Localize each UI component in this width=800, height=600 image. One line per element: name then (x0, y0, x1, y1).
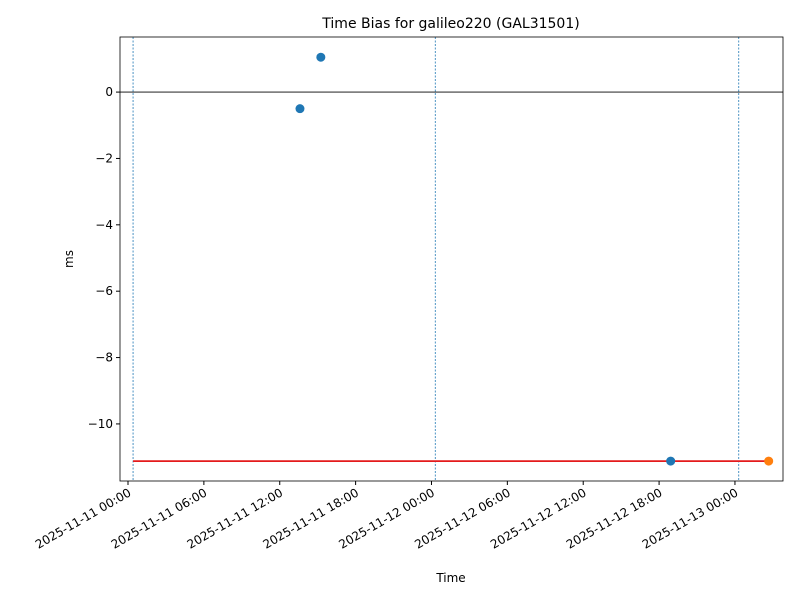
plot-frame (119, 36, 784, 482)
y-tick-label: −2 (95, 151, 113, 165)
data-point (316, 52, 326, 62)
y-axis-label: ms (62, 250, 76, 268)
y-tick-label: 0 (105, 85, 113, 99)
data-point (764, 456, 774, 466)
chart-title: Time Bias for galileo220 (GAL31501) (321, 16, 579, 32)
y-tick-label: −8 (95, 351, 113, 365)
y-tick-label: −6 (95, 284, 113, 298)
data-point (295, 104, 305, 114)
x-axis-label: Time (435, 571, 465, 585)
y-tick-label: −4 (95, 218, 113, 232)
data-point (666, 456, 676, 466)
y-tick-label: −10 (88, 417, 113, 431)
